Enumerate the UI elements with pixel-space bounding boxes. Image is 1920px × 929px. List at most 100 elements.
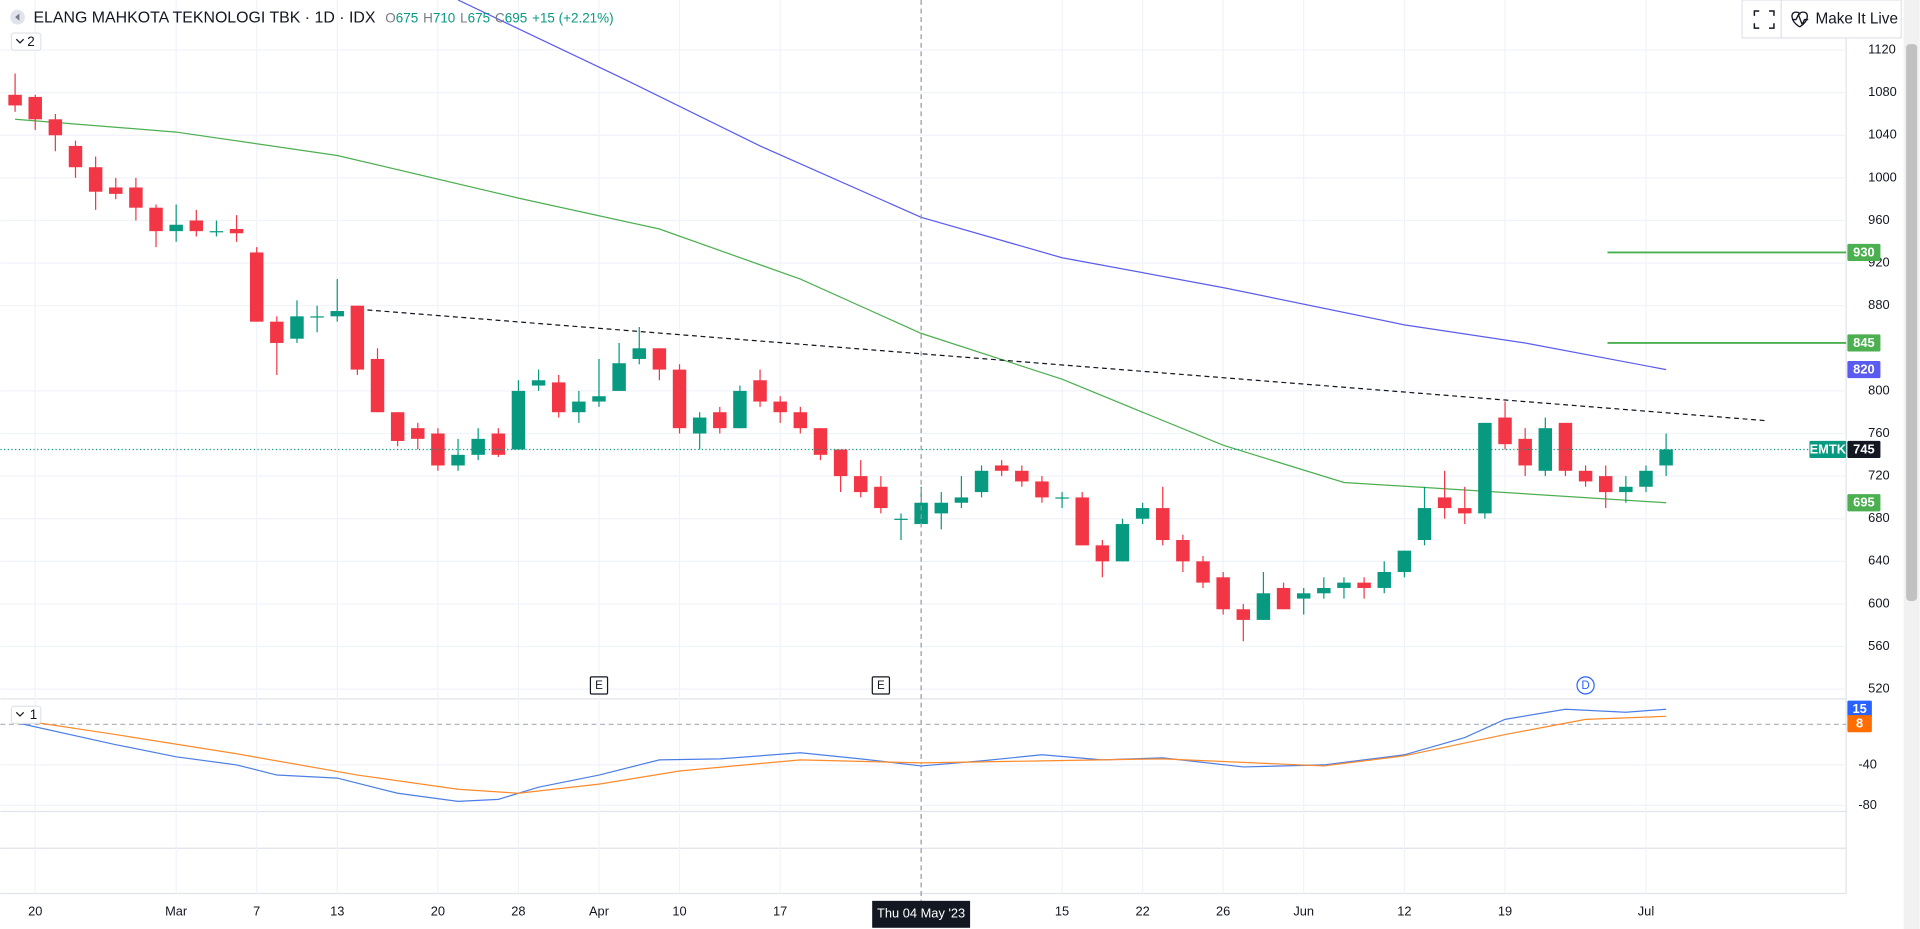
y-tick-label: 1040: [1868, 127, 1897, 142]
price-tag-bg: [1847, 440, 1881, 459]
h-label: H: [423, 10, 433, 25]
candle-body: [1659, 449, 1673, 466]
y-tick-label: 1080: [1868, 84, 1897, 99]
candle-body: [1417, 508, 1432, 541]
candle-body: [511, 390, 526, 450]
symbol-title: ELANG MAHKOTA TEKNOLOGI TBK · 1D · IDX: [33, 10, 375, 27]
candle-body: [974, 470, 989, 493]
candle-body: [1538, 428, 1553, 471]
candle-body: [129, 187, 143, 208]
x-tick-label: Apr: [589, 903, 610, 918]
c-value: 695: [505, 10, 527, 25]
candle-body: [1558, 422, 1573, 471]
candle-body: [954, 497, 969, 503]
line-series: [457, 0, 1667, 371]
candle-body: [632, 348, 646, 359]
event-label: D: [1581, 679, 1589, 692]
candle-body: [149, 207, 163, 232]
heart-icon: [1791, 11, 1809, 28]
candle-body: [1055, 497, 1069, 499]
x-tick-label: 17: [773, 903, 787, 918]
make-live-button[interactable]: [1780, 0, 1902, 39]
candle-body: [310, 316, 324, 318]
series-tag-bg: [1847, 700, 1872, 718]
y-tick-label: 520: [1868, 681, 1889, 696]
overlay-tag-bg: [1847, 494, 1881, 512]
candle-body: [1578, 470, 1593, 482]
candle-body: [390, 412, 405, 441]
y-tick-label: 1000: [1868, 169, 1897, 184]
fullscreen-button[interactable]: [1741, 0, 1782, 39]
y-tick-label: 720: [1868, 468, 1889, 483]
chevron: [15, 711, 25, 717]
crosshair-label: Thu 04 May '23: [877, 906, 965, 921]
candle-body: [1216, 577, 1230, 610]
series-tag: 15: [1852, 701, 1866, 716]
event-marker: [589, 676, 609, 695]
candle-body: [1518, 438, 1532, 466]
candle-body: [773, 401, 787, 413]
event-marker: [871, 676, 891, 695]
candle-body: [612, 363, 626, 391]
candle-body: [854, 476, 868, 493]
candle-body: [270, 321, 284, 343]
pane-count: 1: [30, 707, 37, 722]
candle-body: [1256, 593, 1271, 620]
candle-body: [1498, 417, 1512, 445]
scroll-thumb[interactable]: [1906, 44, 1918, 601]
overlay-tag-bg: [1847, 361, 1881, 379]
candle-body: [1478, 422, 1492, 514]
x-tick-label: 22: [1135, 903, 1149, 918]
candle-body: [209, 231, 224, 233]
candle-body: [88, 167, 103, 192]
candle-body: [1377, 571, 1391, 588]
pane-toggle[interactable]: [10, 705, 42, 724]
candle-body: [491, 433, 506, 455]
x-tick-label: 19: [1498, 903, 1512, 918]
candle-body: [229, 229, 244, 234]
x-tick-label: 12: [1397, 903, 1411, 918]
candle-body: [572, 401, 586, 413]
candle-body: [874, 486, 888, 509]
x-tick-label: 7: [253, 903, 260, 918]
pane-toggle[interactable]: [10, 32, 42, 51]
candle-body: [1115, 524, 1130, 562]
candle-body: [411, 428, 425, 439]
candle-body: [1075, 497, 1089, 546]
candle-body: [551, 382, 566, 413]
x-tick-label: 10: [672, 903, 686, 918]
candle-body: [1337, 582, 1351, 588]
candle-body: [531, 380, 546, 386]
x-tick-label: Mar: [165, 903, 188, 918]
fullscreen-icon: [1753, 10, 1775, 29]
y-tick-label: 600: [1868, 595, 1889, 610]
level-tag-bg: [1847, 334, 1881, 352]
line-series: [15, 118, 1667, 504]
candle-body: [1397, 550, 1412, 572]
candle-body: [713, 412, 727, 429]
y-tick-label: 1120: [1868, 41, 1896, 56]
l-value: 675: [468, 10, 490, 25]
overlay-tag: 820: [1853, 362, 1874, 377]
candle-body: [672, 369, 687, 429]
y-tick-label: 760: [1868, 425, 1889, 440]
price-tag: 745: [1853, 441, 1874, 456]
series-tag-bg: [1847, 715, 1872, 733]
candle-body: [1276, 587, 1291, 610]
candle-body: [68, 145, 83, 168]
line-series: [14, 708, 1667, 802]
candle-body: [249, 252, 264, 322]
series-tag: 8: [1856, 716, 1863, 731]
candle-body: [793, 412, 808, 429]
button-label: Make It Live: [1816, 11, 1898, 28]
candle-body: [451, 454, 465, 466]
candle-body: [370, 358, 385, 413]
candle-body: [994, 465, 1009, 471]
y-tick-label: 680: [1868, 510, 1889, 525]
x-tick-label: 28: [511, 903, 525, 918]
candle-body: [1156, 508, 1170, 541]
